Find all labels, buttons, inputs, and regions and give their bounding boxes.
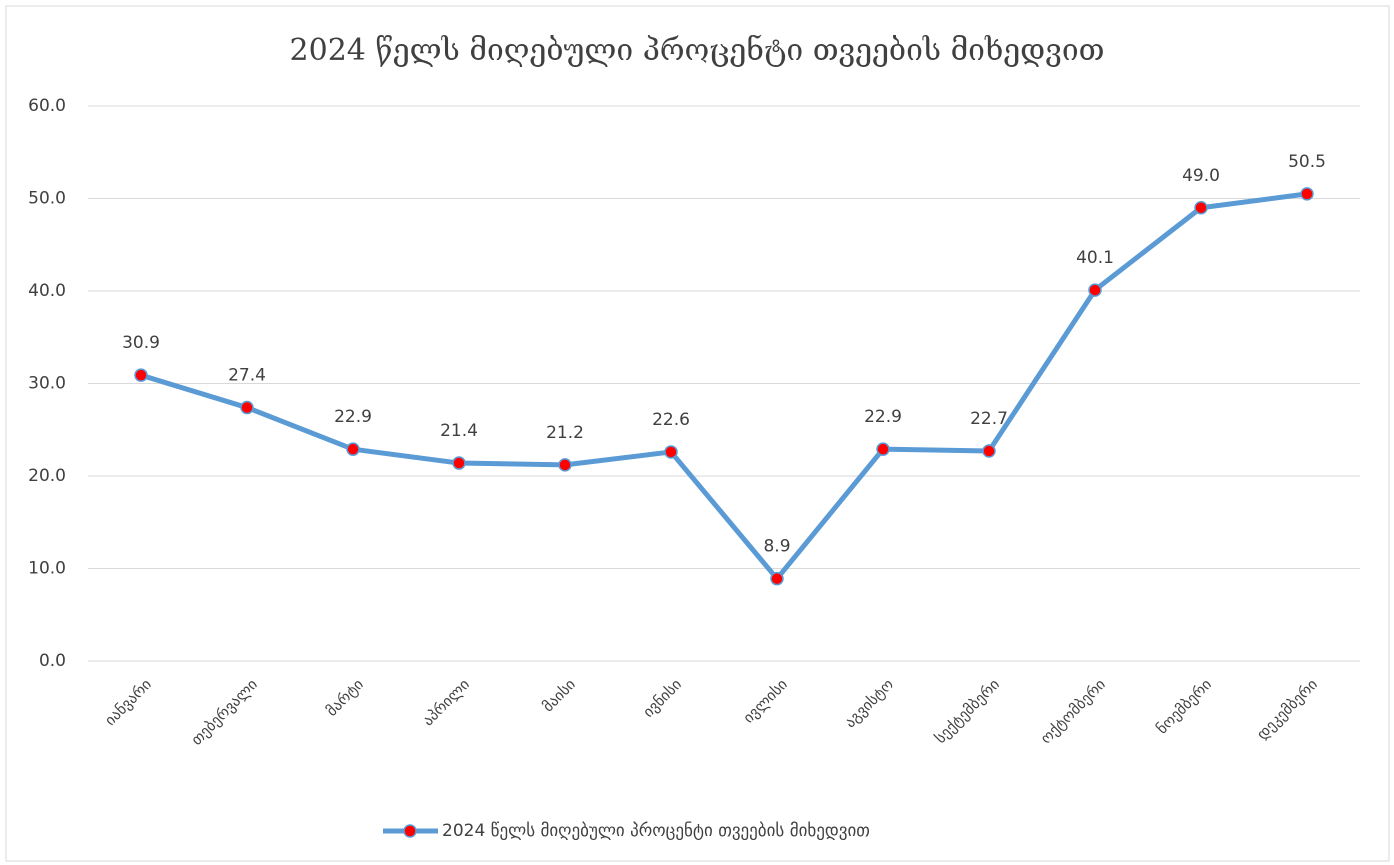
data-label: 40.1 — [1076, 248, 1114, 268]
y-tick-label: 10.0 — [28, 559, 66, 579]
data-label: 8.9 — [763, 537, 790, 557]
data-label: 22.9 — [864, 407, 902, 427]
data-label: 49.0 — [1182, 166, 1220, 186]
marker — [770, 571, 784, 586]
y-tick-label: 30.0 — [28, 374, 66, 394]
data-label: 30.9 — [122, 333, 160, 353]
marker — [1194, 201, 1208, 215]
marker — [346, 442, 360, 456]
y-tick-label: 60.0 — [28, 96, 66, 116]
marker — [134, 368, 148, 382]
data-label: 22.9 — [334, 407, 372, 427]
y-tick-label: 0.0 — [39, 651, 66, 671]
chart-title: 2024 წელს მიღებული პროცენტი თვეების მიხე… — [290, 33, 1105, 68]
data-label: 22.7 — [970, 409, 1008, 429]
marker — [876, 442, 890, 456]
legend-label: 2024 წელს მიღებული პროცენტი თვეების მიხე… — [442, 821, 870, 841]
marker — [452, 456, 466, 470]
marker — [1300, 187, 1314, 201]
data-label: 21.2 — [546, 423, 584, 443]
chart-border — [5, 5, 1390, 862]
y-tick-label: 40.0 — [28, 281, 66, 301]
y-tick-label: 50.0 — [28, 189, 66, 209]
y-tick-label: 20.0 — [28, 466, 66, 486]
data-label: 27.4 — [228, 366, 266, 386]
marker — [1088, 283, 1102, 297]
marker — [982, 444, 996, 458]
marker — [558, 458, 572, 472]
legend-marker — [403, 824, 417, 838]
marker — [664, 445, 678, 459]
marker — [240, 400, 254, 415]
data-label: 50.5 — [1288, 152, 1326, 172]
series-line — [140, 191, 1308, 582]
data-label: 22.6 — [652, 410, 690, 430]
data-label: 21.4 — [440, 421, 478, 441]
